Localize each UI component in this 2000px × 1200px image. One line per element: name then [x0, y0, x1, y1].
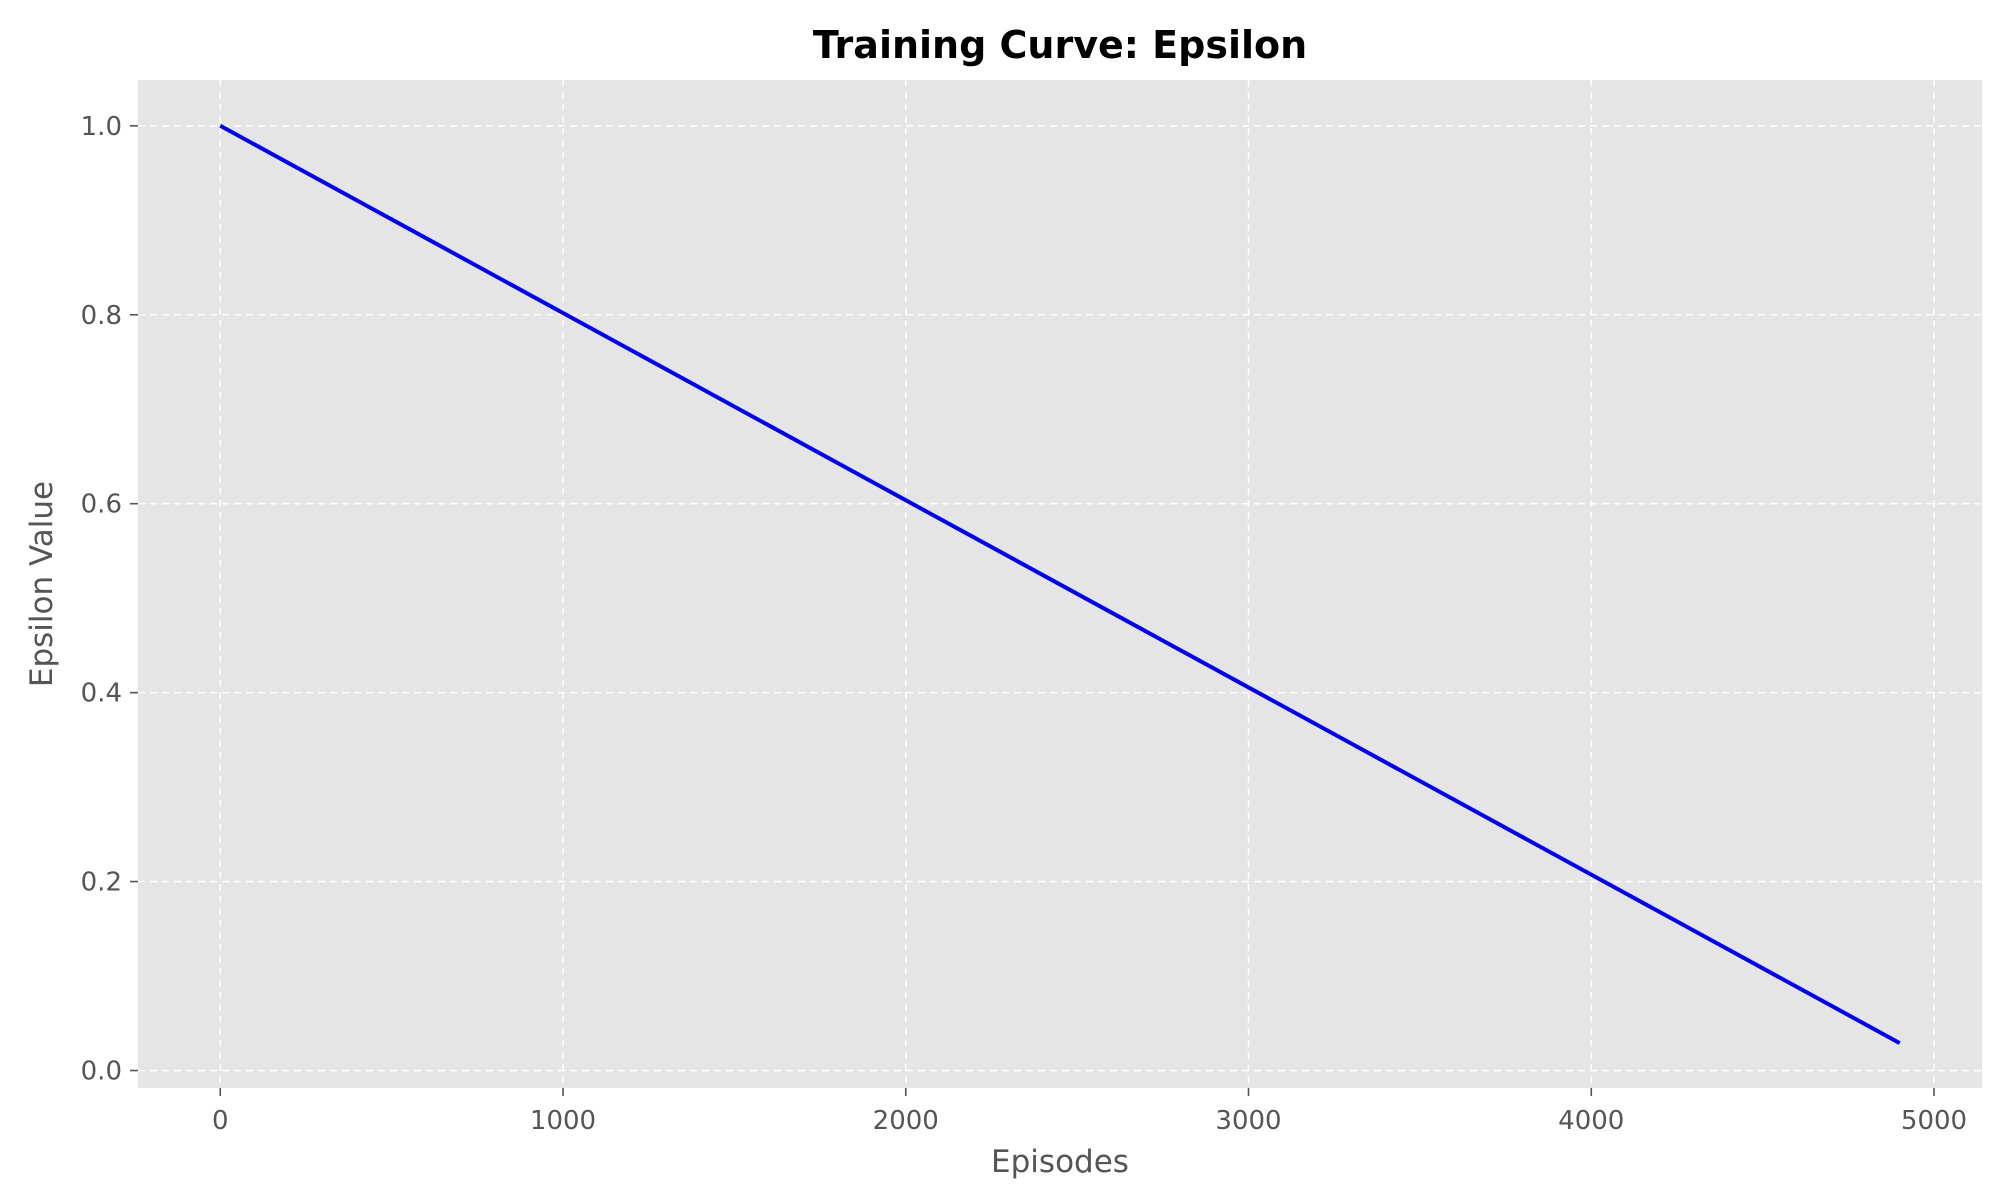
- x-tick-label: 1000: [530, 1106, 596, 1136]
- x-tick-label: 4000: [1558, 1106, 1624, 1136]
- series-line: [219, 124, 1901, 1045]
- x-axis-label: Episodes: [991, 1144, 1129, 1180]
- chart-title: Training Curve: Epsilon: [813, 23, 1307, 67]
- y-tick-label: 0.8: [81, 301, 122, 331]
- x-tick-label: 2000: [873, 1106, 939, 1136]
- y-tick-label: 1.0: [81, 112, 122, 142]
- y-tick-label: 0.2: [81, 868, 122, 898]
- y-tick-label: 0.0: [81, 1057, 122, 1087]
- y-tick-label: 0.6: [81, 490, 122, 520]
- x-tick-label: 3000: [1215, 1106, 1281, 1136]
- ticks: 0 1000 2000 3000 4000 5000 0.0 0.2 0.4 0.6 0.8 1.0: [81, 112, 1967, 1136]
- y-axis-label: Epsilon Value: [24, 481, 60, 687]
- grid: [138, 80, 1982, 1088]
- x-tick-label: 5000: [1901, 1106, 1967, 1136]
- series-layer: [219, 124, 1901, 1045]
- x-tick-label: 0: [212, 1106, 229, 1136]
- y-tick-label: 0.4: [81, 679, 122, 709]
